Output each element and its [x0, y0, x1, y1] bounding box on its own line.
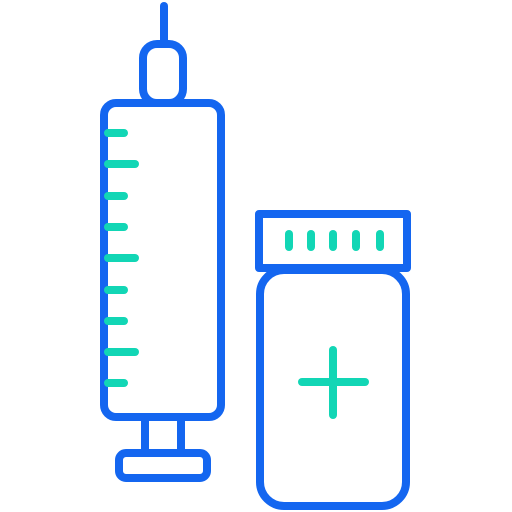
- vial-icon: [255, 210, 411, 510]
- syringe-plunger-rod: [141, 413, 185, 457]
- syringe-icon: [100, 2, 225, 482]
- syringe-needle-hub: [139, 40, 187, 107]
- medical-cross-icon: [298, 346, 369, 419]
- syringe-measurement-marks: [104, 129, 139, 387]
- vial-body: [256, 266, 410, 510]
- syringe-plunger-base: [115, 449, 211, 482]
- vial-cap-grip-marks: [285, 230, 384, 251]
